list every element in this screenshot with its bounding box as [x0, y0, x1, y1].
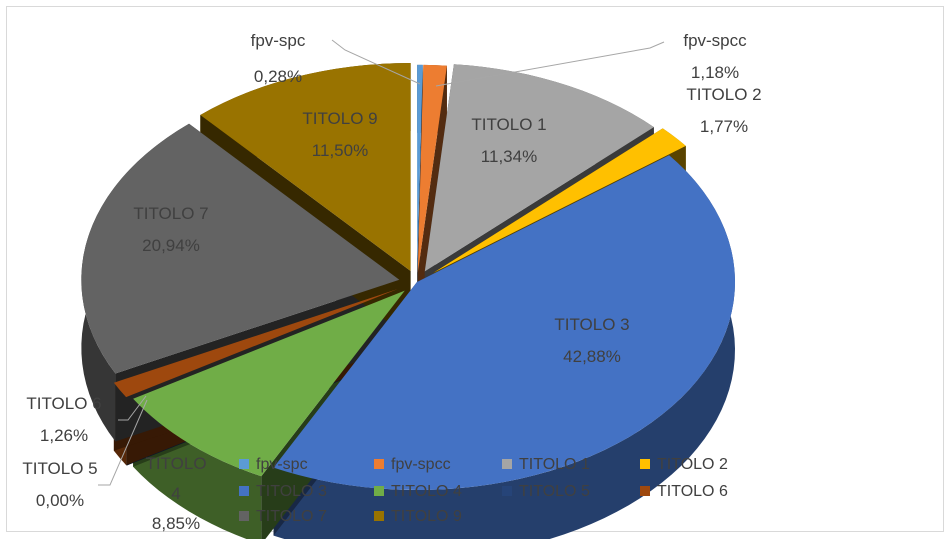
label-fpv-spcc-name: fpv-spcc — [683, 31, 747, 50]
legend-swatch-titolo5 — [502, 486, 512, 496]
slice-fpv_spcc — [417, 64, 447, 273]
leader-line-fpv-spcc — [435, 41, 665, 87]
legend-label-titolo6: TITOLO 6 — [657, 483, 728, 500]
leader-line-titolo6 — [118, 395, 147, 421]
label-titolo4-line2: 4 — [171, 484, 180, 503]
label-titolo1-value: 11,34% — [481, 147, 537, 166]
pie-top-layer — [81, 62, 735, 490]
legend-label-titolo2: TITOLO 2 — [657, 456, 728, 473]
legend-swatch-titolo3 — [239, 486, 249, 496]
label-titolo2-value: 1,77% — [700, 117, 748, 136]
label-titolo7-value: 20,94% — [142, 236, 200, 255]
slice-fpv_spc — [417, 64, 423, 273]
label-titolo4-value: 8,85% — [152, 514, 200, 533]
label-fpv-spc-name: fpv-spc — [251, 31, 306, 50]
label-titolo9-value: 11,50% — [312, 141, 368, 160]
legend-swatch-titolo9 — [374, 511, 384, 521]
legend-label-titolo5: TITOLO 5 — [519, 483, 590, 500]
leader-line-fpv-spc — [331, 39, 421, 85]
slice-titolo7 — [81, 123, 400, 374]
legend-label-fpv_spcc: fpv-spcc — [391, 456, 451, 473]
legend-label-titolo1: TITOLO 1 — [519, 456, 590, 473]
legend-swatch-fpv_spcc — [374, 459, 384, 469]
legend-swatch-titolo4 — [374, 486, 384, 496]
label-titolo3-name: TITOLO 3 — [554, 315, 629, 334]
legend-label-titolo4: TITOLO 4 — [391, 483, 462, 500]
legend: fpv-spc fpv-spcc TITOLO 1 TITOLO 2 TITOLO 3 T… — [239, 456, 728, 525]
data-labels: fpv-spc 0,28% fpv-spcc 1,18% TITOLO 2 1,… — [22, 31, 761, 533]
slice-titolo9 — [200, 62, 411, 271]
legend-swatch-titolo6 — [640, 486, 650, 496]
slice-depth-titolo3 — [273, 155, 735, 539]
slice-titolo1 — [424, 64, 654, 272]
slice-titolo6 — [113, 288, 398, 398]
label-titolo1-name: TITOLO 1 — [471, 115, 546, 134]
leader-line-titolo5 — [98, 399, 148, 486]
legend-swatch-titolo7 — [239, 511, 249, 521]
legend-label-titolo9: TITOLO 9 — [391, 508, 462, 525]
label-titolo2-name: TITOLO 2 — [686, 85, 761, 104]
leader-lines — [98, 39, 665, 486]
label-fpv-spcc-value: 1,18% — [691, 63, 739, 82]
label-titolo4-line1: TITOLO — [145, 454, 206, 473]
slice-titolo2 — [433, 128, 686, 273]
slice-titolo3 — [273, 155, 735, 490]
legend-label-titolo3: TITOLO 3 — [256, 483, 327, 500]
label-titolo3-value: 42,88% — [563, 347, 621, 366]
label-titolo6-name: TITOLO 6 — [26, 394, 101, 413]
label-titolo5-value: 0,00% — [36, 491, 84, 510]
legend-label-titolo7: TITOLO 7 — [256, 508, 327, 525]
label-titolo5-name: TITOLO 5 — [22, 459, 97, 478]
label-titolo6-value: 1,26% — [40, 426, 88, 445]
legend-swatch-fpv_spc — [239, 459, 249, 469]
legend-swatch-titolo2 — [640, 459, 650, 469]
legend-label-fpv_spc: fpv-spc — [256, 456, 308, 473]
slice-titolo4 — [133, 290, 405, 477]
label-titolo9-name: TITOLO 9 — [302, 109, 377, 128]
legend-swatch-titolo1 — [502, 459, 512, 469]
label-titolo7-name: TITOLO 7 — [133, 204, 208, 223]
label-fpv-spc-value: 0,28% — [254, 67, 302, 86]
